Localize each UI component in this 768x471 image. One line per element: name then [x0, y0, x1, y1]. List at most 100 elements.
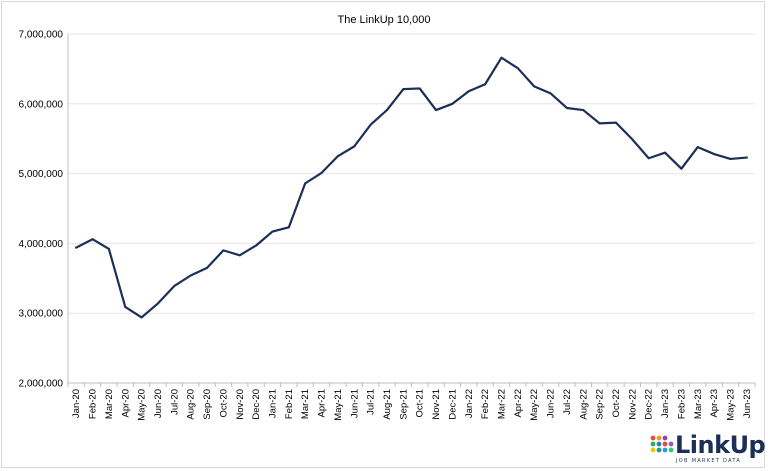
x-tick-label: Jan-21: [267, 389, 278, 418]
x-tick-label: Sep-21: [398, 389, 409, 420]
x-tick-label: Sep-20: [202, 389, 213, 420]
x-tick-label: Mar-20: [104, 389, 115, 419]
x-tick-label: Mar-23: [693, 389, 704, 419]
series-layer: [75, 56, 748, 319]
x-tick-label: Jul-21: [366, 389, 377, 415]
data-point: [582, 109, 585, 111]
data-point: [631, 138, 634, 141]
y-tick-labels: 2,000,000 3,000,000 4,000,000 5,000,000 6,00…: [19, 30, 64, 390]
x-tick-label: Oct-21: [415, 389, 426, 418]
data-point: [615, 121, 617, 124]
data-point: [729, 158, 732, 160]
x-tick-labels: Jan-20 Feb-20 Mar-20 Apr-20 May-20 Jun-20 Jul-…: [71, 389, 753, 421]
x-tick-label: Jun-21: [349, 389, 360, 418]
data-point: [680, 167, 683, 170]
series-line: [75, 56, 748, 319]
data-point: [320, 172, 323, 174]
data-point: [451, 102, 454, 105]
x-tick-label: Aug-21: [382, 389, 393, 420]
data-point: [484, 83, 487, 86]
data-point: [549, 92, 552, 95]
data-point: [353, 145, 356, 148]
data-point: [189, 274, 192, 277]
x-tick-label: Nov-20: [235, 389, 246, 420]
data-point: [598, 122, 601, 125]
data-point: [386, 109, 388, 111]
data-point: [533, 85, 536, 88]
x-tick-label: Jan-23: [660, 389, 671, 418]
data-point: [745, 156, 748, 159]
data-point: [713, 153, 716, 155]
data-point: [107, 248, 110, 250]
x-tick-label: May-22: [529, 389, 540, 421]
x-tick-label: Apr-22: [513, 389, 524, 418]
y-tick-label: 4,000,000: [19, 239, 64, 250]
data-point: [91, 238, 94, 241]
logo-wordmark: LinkUp: [675, 431, 766, 459]
x-tick-label: Oct-20: [218, 389, 229, 418]
y-tick-label: 5,000,000: [19, 169, 64, 180]
data-point: [304, 182, 307, 185]
data-point: [206, 266, 208, 269]
data-point: [75, 246, 78, 249]
x-tick-label: Jun-22: [546, 389, 557, 418]
x-tick-label: Mar-21: [300, 389, 311, 419]
y-tick-label: 2,000,000: [19, 379, 64, 390]
data-point: [369, 123, 372, 126]
data-point: [222, 249, 225, 252]
x-tick-label: Nov-22: [627, 389, 638, 420]
x-tick-label: May-20: [137, 389, 148, 421]
x-tick-label: Sep-22: [595, 389, 606, 420]
x-tick-label: Apr-23: [709, 389, 720, 418]
chart-title: The LinkUp 10,000: [338, 14, 431, 26]
data-point: [647, 157, 650, 160]
logo-tagline: JOB MARKET DATA: [676, 458, 742, 464]
y-tick-label: 7,000,000: [19, 30, 64, 41]
x-tick-label: Dec-21: [447, 389, 458, 420]
data-point: [336, 155, 339, 158]
data-point: [255, 244, 258, 247]
x-tick-label: Jan-22: [464, 389, 475, 418]
x-tick-label: Aug-22: [578, 389, 589, 420]
data-point: [500, 56, 503, 59]
y-tick-label: 6,000,000: [19, 99, 64, 110]
axes: [67, 34, 756, 387]
data-point: [287, 226, 290, 229]
x-tick-label: Dec-22: [644, 389, 655, 420]
data-point: [664, 151, 666, 154]
x-tick-label: Mar-22: [496, 389, 507, 419]
x-tick-label: Jul-22: [562, 389, 573, 415]
logo-dots-icon: [650, 435, 674, 453]
gridlines: [68, 33, 755, 314]
x-tick-label: Feb-20: [88, 389, 99, 419]
data-point: [435, 109, 437, 111]
x-tick-label: Apr-20: [120, 389, 131, 418]
x-tick-label: Aug-20: [186, 389, 197, 420]
x-tick-label: Jun-20: [153, 389, 164, 418]
x-tick-label: Dec-20: [251, 389, 262, 420]
data-point: [140, 316, 143, 319]
data-point: [173, 285, 176, 287]
x-tick-label: Feb-23: [676, 389, 687, 419]
x-tick-label: May-21: [333, 389, 344, 421]
data-point: [402, 88, 405, 91]
x-tick-label: Oct-22: [611, 389, 622, 418]
data-point: [565, 107, 568, 109]
data-point: [696, 146, 699, 148]
x-tick-label: Feb-22: [480, 389, 491, 419]
data-point: [418, 87, 421, 90]
data-point: [157, 302, 159, 305]
data-point: [238, 254, 241, 257]
x-tick-label: Jul-20: [169, 389, 180, 415]
x-tick-label: Nov-21: [431, 389, 442, 420]
data-point: [467, 90, 470, 93]
linkup-logo: LinkUp JOB MARKET DATA: [650, 431, 766, 465]
data-point: [271, 230, 274, 233]
x-tick-label: May-23: [725, 389, 736, 421]
y-tick-label: 3,000,000: [19, 309, 64, 320]
data-point: [516, 67, 519, 70]
x-tick-label: Apr-21: [317, 389, 328, 418]
x-tick-label: Jun-23: [742, 389, 753, 418]
